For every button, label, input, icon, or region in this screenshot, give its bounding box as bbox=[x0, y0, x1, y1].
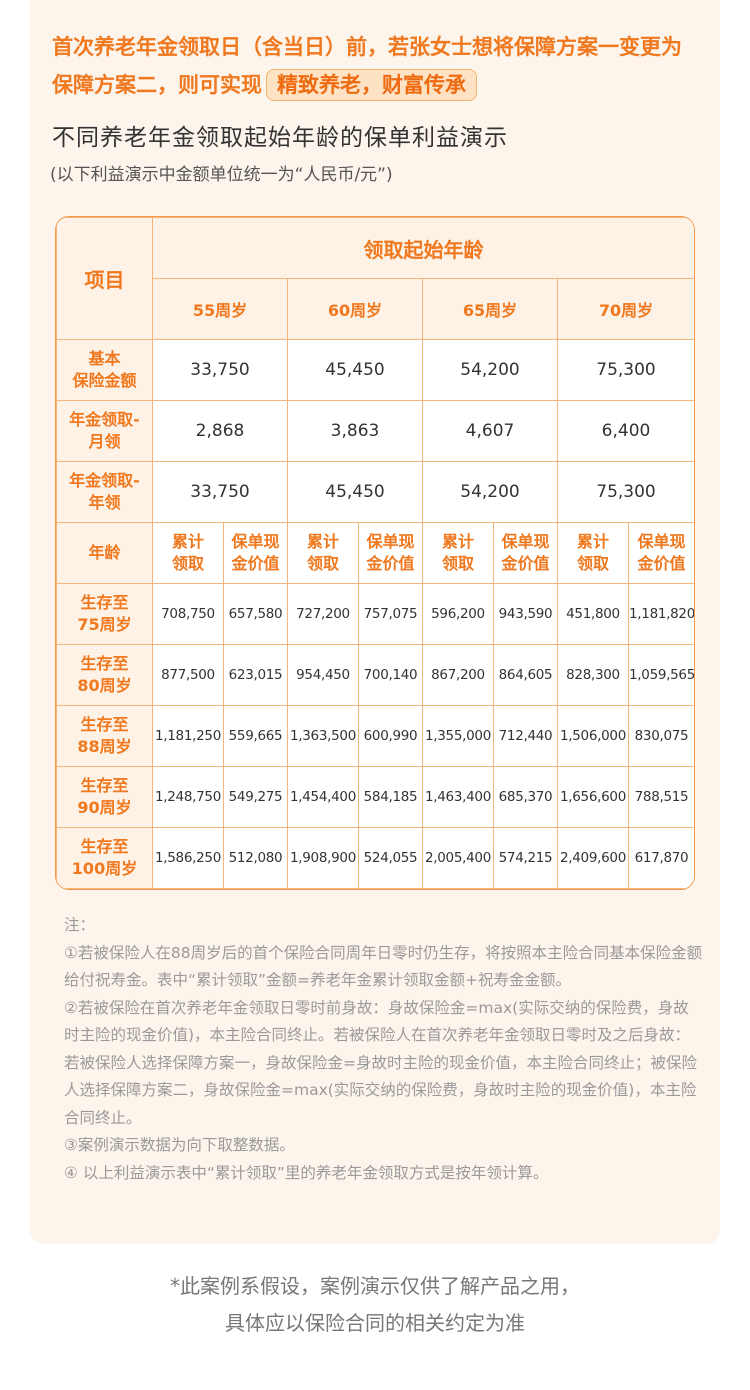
table-cell: 788,515 bbox=[628, 766, 694, 828]
table-cell: 45,450 bbox=[287, 461, 423, 523]
table-cell: 54,200 bbox=[422, 461, 558, 523]
cash-value-header: 保单现 金价值 bbox=[493, 522, 558, 584]
row-label: 生存至 80周岁 bbox=[56, 644, 153, 706]
cash-value-header: 保单现 金价值 bbox=[358, 522, 423, 584]
table-cell: 867,200 bbox=[422, 644, 494, 706]
unit-note: (以下利益演示中金额单位统一为“人民币/元”) bbox=[50, 165, 393, 185]
table-cell: 617,870 bbox=[628, 827, 694, 889]
age-label: 年龄 bbox=[56, 522, 153, 584]
cumulative-header: 累计 领取 bbox=[557, 522, 629, 584]
row-label: 生存至 75周岁 bbox=[56, 583, 153, 645]
table-cell: 1,355,000 bbox=[422, 705, 494, 767]
summary-row: 年金领取- 月领 2,868 3,863 4,607 6,400 bbox=[56, 400, 694, 462]
age-header: 65周岁 bbox=[422, 278, 558, 340]
table-cell: 1,181,820 bbox=[628, 583, 694, 645]
table-cell: 830,075 bbox=[628, 705, 694, 767]
row-label: 基本 保险金额 bbox=[56, 339, 153, 401]
cash-value-header: 保单现 金价值 bbox=[628, 522, 694, 584]
note-item: 注： bbox=[64, 916, 96, 934]
table-cell: 685,370 bbox=[493, 766, 558, 828]
table-cell: 1,463,400 bbox=[422, 766, 494, 828]
table-cell: 1,454,400 bbox=[287, 766, 359, 828]
table-cell: 45,450 bbox=[287, 339, 423, 401]
notes: 注： ①若被保险人在88周岁后的首个保险合同周年日零时仍生存，将按照本主险合同基本… bbox=[64, 912, 704, 1187]
sub-header-row: 年龄 累计 领取 保单现 金价值 累计 领取 保单现 金价值 累计 领取 保单现 金价值 累计 领取 保单现金… bbox=[56, 522, 694, 584]
table-cell: 708,750 bbox=[152, 583, 224, 645]
table-cell: 657,580 bbox=[223, 583, 288, 645]
summary-row: 年金领取- 年领 33,750 45,450 54,200 75,300 bbox=[56, 461, 694, 523]
table-cell: 757,075 bbox=[358, 583, 423, 645]
table-cell: 1,181,250 bbox=[152, 705, 224, 767]
summary-row: 基本 保险金额 33,750 45,450 54,200 75,300 bbox=[56, 339, 694, 401]
cumulative-header: 累计 领取 bbox=[152, 522, 224, 584]
table-cell: 1,656,600 bbox=[557, 766, 629, 828]
table-cell: 559,665 bbox=[223, 705, 288, 767]
table-cell: 574,215 bbox=[493, 827, 558, 889]
table-cell: 1,908,900 bbox=[287, 827, 359, 889]
note-item: ③案例演示数据为向下取整数据。 bbox=[64, 1136, 295, 1154]
table-cell: 3,863 bbox=[287, 400, 423, 462]
table-cell: 2,005,400 bbox=[422, 827, 494, 889]
highlight-badge: 精致养老，财富传承 bbox=[266, 69, 477, 101]
row-label: 年金领取- 年领 bbox=[56, 461, 153, 523]
benefit-table: 项目 领取起始年龄 55周岁 60周岁 65周岁 70周岁 基本 保险金额 33,7… bbox=[55, 216, 695, 890]
table-cell: 864,605 bbox=[493, 644, 558, 706]
table-row: 生存至 100周岁 1,586,250 512,080 1,908,900 524,055… bbox=[56, 827, 694, 889]
table-cell: 727,200 bbox=[287, 583, 359, 645]
group-header: 领取起始年龄 bbox=[152, 217, 694, 279]
row-label: 生存至 100周岁 bbox=[56, 827, 153, 889]
table-row: 生存至 90周岁 1,248,750 549,275 1,454,400 584,185 1… bbox=[56, 766, 694, 828]
table-cell: 512,080 bbox=[223, 827, 288, 889]
age-header: 55周岁 bbox=[152, 278, 288, 340]
table-cell: 549,275 bbox=[223, 766, 288, 828]
table-cell: 600,990 bbox=[358, 705, 423, 767]
cumulative-header: 累计 领取 bbox=[287, 522, 359, 584]
table-cell: 33,750 bbox=[152, 339, 288, 401]
table-cell: 1,506,000 bbox=[557, 705, 629, 767]
table-row: 生存至 88周岁 1,181,250 559,665 1,363,500 600,990 1… bbox=[56, 705, 694, 767]
table-cell: 4,607 bbox=[422, 400, 558, 462]
table-cell: 2,409,600 bbox=[557, 827, 629, 889]
table-cell: 1,586,250 bbox=[152, 827, 224, 889]
table-cell: 943,590 bbox=[493, 583, 558, 645]
table-cell: 1,363,500 bbox=[287, 705, 359, 767]
table-cell: 1,248,750 bbox=[152, 766, 224, 828]
table-row: 生存至 75周岁 708,750 657,580 727,200 757,075 596,2… bbox=[56, 583, 694, 645]
table-cell: 524,055 bbox=[358, 827, 423, 889]
item-header: 项目 bbox=[56, 217, 153, 340]
age-header: 60周岁 bbox=[287, 278, 423, 340]
note-item: ②若被保险在首次养老年金领取日零时前身故：身故保险金=max(实际交纳的保险费，… bbox=[64, 998, 697, 1127]
disclaimer-line: 具体应以保险合同的相关约定为准 bbox=[225, 1311, 525, 1335]
cumulative-header: 累计 领取 bbox=[422, 522, 494, 584]
row-label: 年金领取- 月领 bbox=[56, 400, 153, 462]
table-cell: 700,140 bbox=[358, 644, 423, 706]
table-cell: 6,400 bbox=[557, 400, 694, 462]
table-row: 生存至 80周岁 877,500 623,015 954,450 700,140 867,2… bbox=[56, 644, 694, 706]
row-label: 生存至 90周岁 bbox=[56, 766, 153, 828]
disclaimer-line: *此案例系假设，案例演示仅供了解产品之用， bbox=[170, 1274, 580, 1298]
table-cell: 596,200 bbox=[422, 583, 494, 645]
table-cell: 623,015 bbox=[223, 644, 288, 706]
table-cell: 828,300 bbox=[557, 644, 629, 706]
table-cell: 712,440 bbox=[493, 705, 558, 767]
note-item: ④ 以上利益演示表中“累计领取”里的养老年金领取方式是按年领计算。 bbox=[64, 1163, 549, 1182]
headline: 首次养老年金领取日（含当日）前，若张女士想将保障方案一变更为保障方案二，则可实现… bbox=[52, 28, 702, 104]
table-cell: 877,500 bbox=[152, 644, 224, 706]
headline-text: 首次养老年金领取日（含当日）前，若张女士想将保障方案一变更为保障方案二，则可实现 bbox=[52, 35, 682, 97]
table-cell: 75,300 bbox=[557, 339, 694, 401]
note-item: ①若被保险人在88周岁后的首个保险合同周年日零时仍生存，将按照本主险合同基本保险… bbox=[64, 943, 703, 990]
row-label: 生存至 88周岁 bbox=[56, 705, 153, 767]
table-cell: 954,450 bbox=[287, 644, 359, 706]
table-cell: 451,800 bbox=[557, 583, 629, 645]
table-cell: 1,059,565 bbox=[628, 644, 694, 706]
cash-value-header: 保单现 金价值 bbox=[223, 522, 288, 584]
disclaimer: *此案例系假设，案例演示仅供了解产品之用， 具体应以保险合同的相关约定为准 bbox=[0, 1268, 750, 1342]
section-title: 不同养老年金领取起始年龄的保单利益演示 bbox=[52, 125, 508, 151]
table-cell: 75,300 bbox=[557, 461, 694, 523]
table-cell: 584,185 bbox=[358, 766, 423, 828]
table-cell: 2,868 bbox=[152, 400, 288, 462]
table-cell: 33,750 bbox=[152, 461, 288, 523]
age-header: 70周岁 bbox=[557, 278, 694, 340]
table-cell: 54,200 bbox=[422, 339, 558, 401]
